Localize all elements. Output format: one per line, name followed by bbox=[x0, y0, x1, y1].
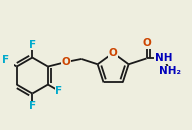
Text: O: O bbox=[142, 38, 151, 48]
Text: F: F bbox=[55, 86, 63, 96]
Text: F: F bbox=[29, 40, 36, 50]
Text: F: F bbox=[29, 101, 36, 111]
Text: O: O bbox=[62, 57, 71, 67]
Text: NH: NH bbox=[155, 53, 172, 63]
Text: O: O bbox=[109, 48, 118, 58]
Text: F: F bbox=[2, 55, 9, 65]
Text: NH₂: NH₂ bbox=[159, 66, 181, 76]
